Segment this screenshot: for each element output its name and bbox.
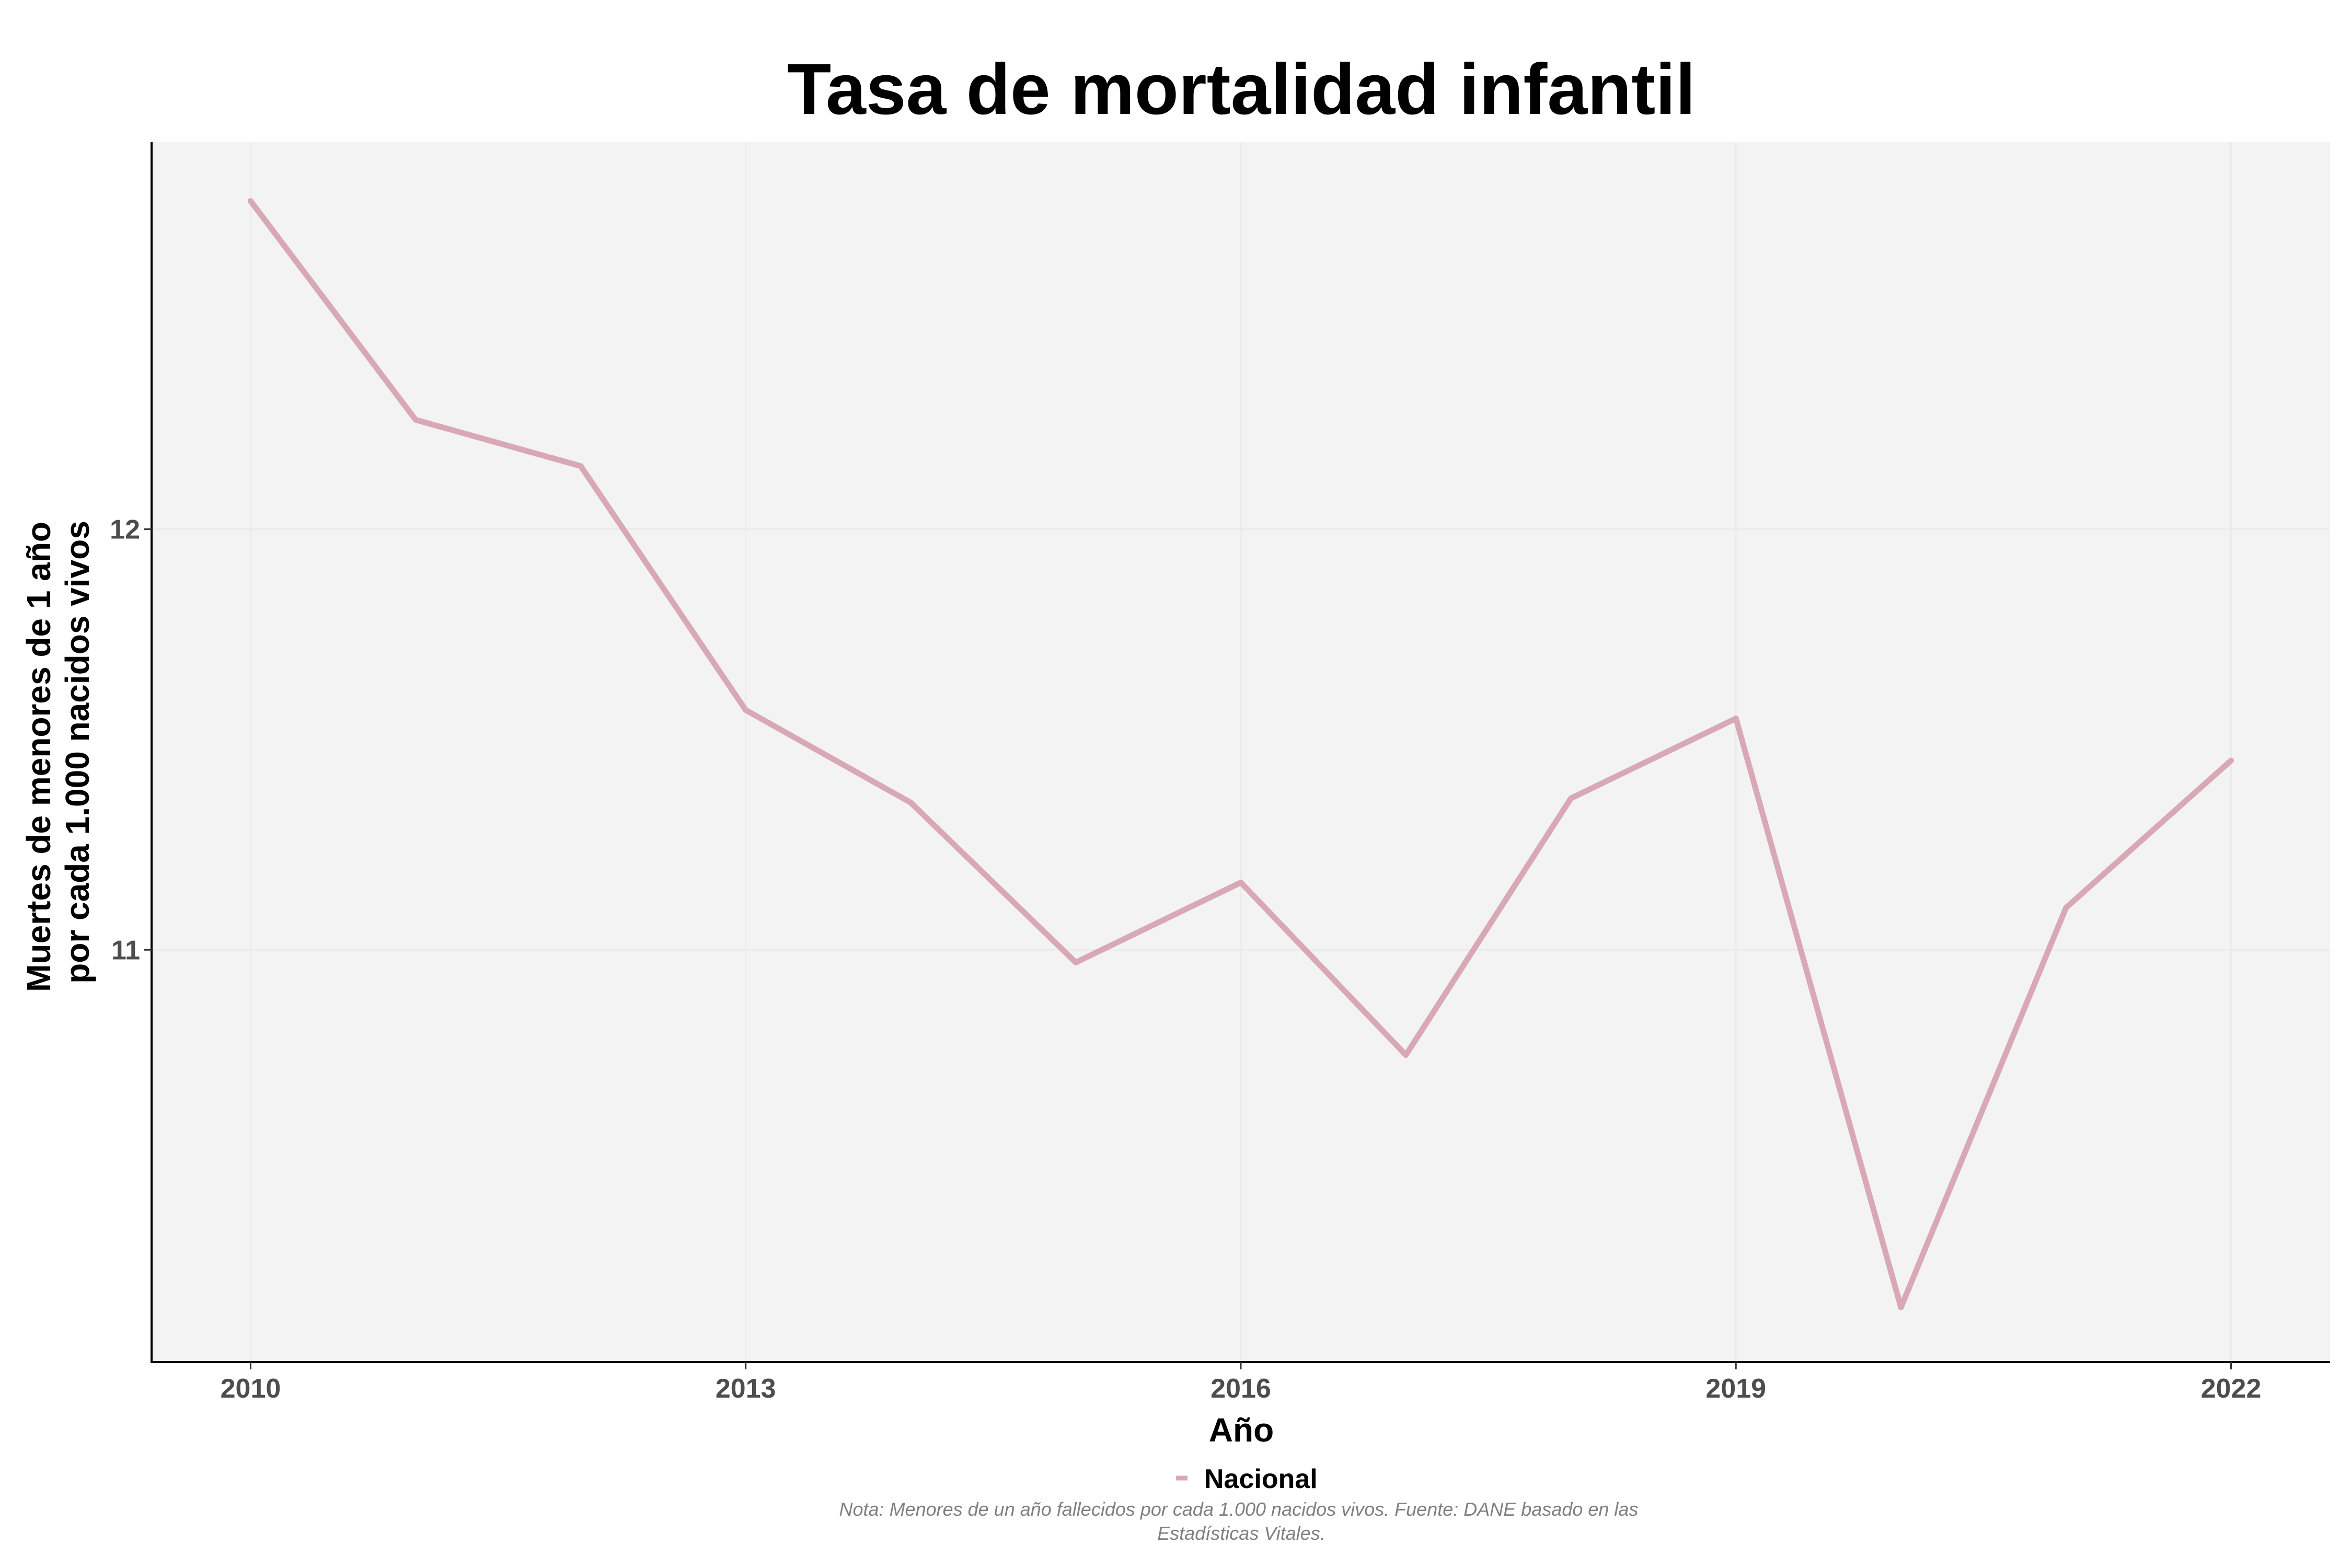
- y-axis-title-line-1: Muertes de menores de 1 año: [20, 522, 57, 992]
- data-point-2017: [1403, 1052, 1409, 1058]
- y-axis-title-line-2: por cada 1.000 nacidos vivos: [59, 521, 96, 984]
- series-layer: [247, 198, 2234, 1310]
- data-point-2015: [1073, 959, 1079, 965]
- x-tick-label-2019: 2019: [1705, 1374, 1766, 1404]
- y-tick-label-12: 12: [110, 514, 140, 545]
- caption-line-2: Estadísticas Vitales.: [1157, 1523, 1325, 1544]
- caption-note: Nota: Menores de un año fallecidos por c…: [839, 1498, 1644, 1544]
- x-tick-label-2016: 2016: [1210, 1374, 1271, 1404]
- x-tick-label-2013: 2013: [716, 1374, 776, 1404]
- tick-labels: 2010 2013 2016 2019 2022 11 12: [110, 514, 2261, 1404]
- data-point-2018: [1568, 795, 1574, 802]
- y-tick-label-11: 11: [111, 935, 140, 965]
- caption-line-1: Nota: Menores de un año fallecidos por c…: [839, 1498, 1639, 1520]
- legend-label-nacional: Nacional: [1204, 1464, 1318, 1494]
- data-point-2022: [2228, 757, 2234, 764]
- data-point-2019: [1733, 716, 1739, 722]
- x-axis-title: Año: [1209, 1411, 1274, 1449]
- x-tick-label-2022: 2022: [2201, 1374, 2262, 1404]
- chart-title: Tasa de mortalidad infantil: [787, 49, 1696, 130]
- data-point-2010: [247, 198, 253, 204]
- data-point-2020: [1898, 1304, 1904, 1310]
- data-point-2016: [1238, 879, 1244, 885]
- grid-lines: [152, 142, 2330, 1362]
- legend: Nacional: [1176, 1464, 1318, 1494]
- data-point-2014: [907, 800, 914, 806]
- data-point-2013: [743, 707, 749, 713]
- y-axis-title: Muertes de menores de 1 año por cada 1.0…: [20, 512, 96, 992]
- data-point-2012: [578, 463, 584, 469]
- data-point-2011: [412, 417, 419, 423]
- x-tick-label-2010: 2010: [221, 1374, 281, 1404]
- data-point-2021: [2063, 905, 2069, 911]
